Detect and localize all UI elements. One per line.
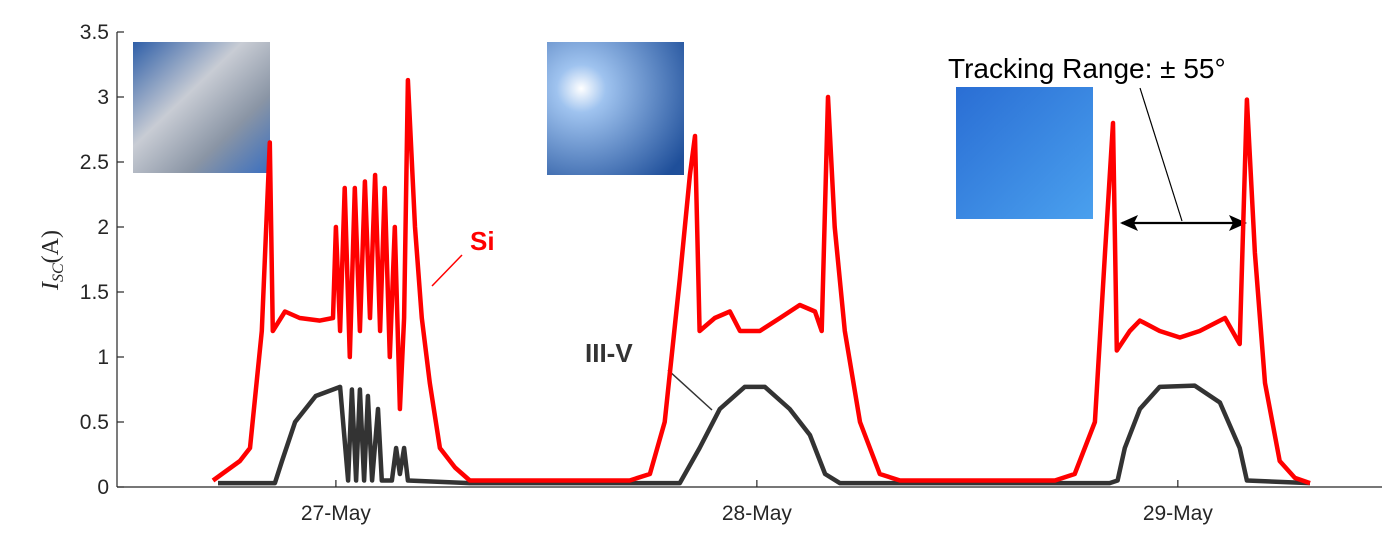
y-tick-label: 1.5 xyxy=(80,281,109,304)
y-axis-label: ISC(A) xyxy=(38,230,67,291)
y-tick-label: 0.5 xyxy=(80,411,109,434)
iiiv-leader xyxy=(667,369,713,411)
y-tick-label: 3.5 xyxy=(80,21,109,44)
y-tick-label: 3 xyxy=(97,86,109,109)
iiiv-label: III-V xyxy=(585,338,633,368)
series-line xyxy=(218,383,1311,486)
si-label: Si xyxy=(470,226,495,256)
y-label-unit: (A) xyxy=(38,230,64,263)
sky-photo-hazy xyxy=(547,42,684,175)
y-tick-label: 1 xyxy=(97,346,109,369)
tracking-leader xyxy=(1139,87,1183,222)
x-tick-label: 27-May xyxy=(301,502,372,525)
y-tick-label: 0 xyxy=(97,476,109,499)
series-line xyxy=(211,77,1311,486)
y-tick-label: 2.5 xyxy=(80,151,109,174)
sky-photo-cloudy xyxy=(133,42,270,173)
y-label-main: I xyxy=(38,281,64,291)
y-tick-label: 2 xyxy=(97,216,109,239)
tracking-arrow xyxy=(1120,215,1247,231)
tracking-range-label: Tracking Range: ± 55° xyxy=(948,53,1226,84)
x-tick-label: 28-May xyxy=(722,502,793,525)
y-label-subscript: SC xyxy=(50,263,67,282)
si-leader xyxy=(431,254,463,287)
x-tick-label: 29-May xyxy=(1143,502,1214,525)
sky-photo-clear xyxy=(956,87,1093,219)
